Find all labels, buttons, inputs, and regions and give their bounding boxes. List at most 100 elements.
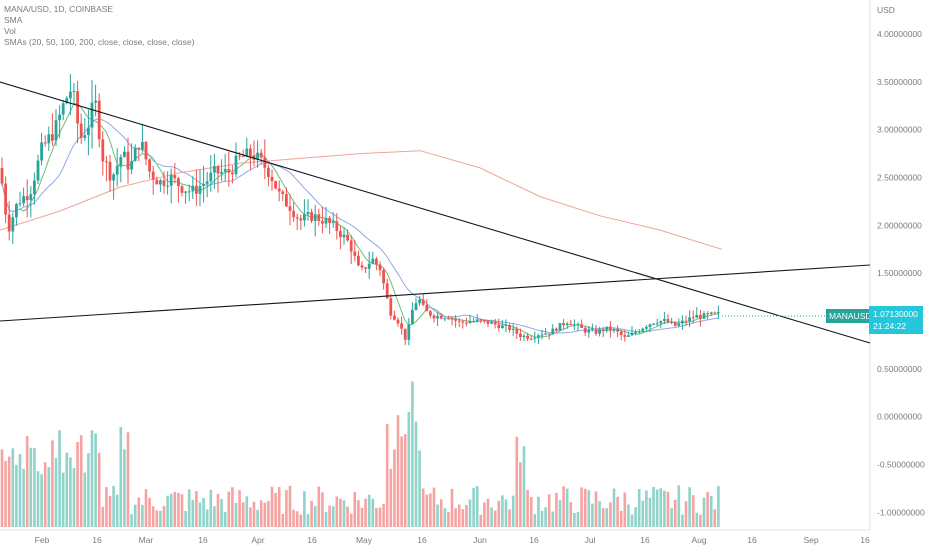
volume-bar <box>317 486 321 527</box>
candle-body <box>209 172 213 182</box>
volume-bar <box>108 495 112 527</box>
volume-bar <box>681 514 684 527</box>
candle-body <box>191 185 195 192</box>
volume-bar <box>259 500 263 527</box>
volume-bar <box>166 495 169 527</box>
candle-body <box>223 169 227 172</box>
sma-200-line <box>0 150 723 250</box>
candle-body <box>234 155 238 175</box>
volume-bar <box>51 440 54 527</box>
volume-bar <box>677 485 681 527</box>
candle-body <box>205 181 209 184</box>
volume-bar <box>180 494 184 527</box>
candle-body <box>551 328 555 335</box>
time-tick-label: Mar <box>139 535 154 545</box>
currency-unit: USD <box>877 5 895 15</box>
chart-legend: MANA/USD, 1D, COINBASE SMA Vol SMAs (20,… <box>4 4 194 48</box>
symbol-title[interactable]: MANA/USD, 1D, COINBASE <box>4 4 114 14</box>
volume-bar <box>389 468 393 527</box>
volume-bar <box>137 497 141 527</box>
volume-bar <box>616 496 619 527</box>
candle-body <box>360 265 364 268</box>
candle-body <box>540 334 544 336</box>
volume-bar <box>555 492 558 527</box>
volume-bar <box>457 504 461 527</box>
volume-bar <box>69 457 72 527</box>
candle-body <box>18 203 22 205</box>
volume-bar <box>706 491 709 527</box>
candle-body <box>144 141 148 160</box>
candle-body <box>324 217 328 224</box>
volume-bar <box>119 427 123 527</box>
volume-bar <box>511 495 515 527</box>
candle-body <box>407 324 411 340</box>
volume-bar <box>4 460 7 527</box>
volume-bar <box>299 514 303 527</box>
volume-bar <box>97 452 101 527</box>
volume-bar <box>591 503 594 527</box>
candle-body <box>274 181 277 189</box>
time-tick-label: 16 <box>529 535 539 545</box>
volume-bar <box>537 496 540 527</box>
volume-bar <box>695 512 699 527</box>
volume-bar <box>666 491 670 527</box>
volume-bar <box>655 489 659 527</box>
candle-body <box>90 102 94 128</box>
volume-bar <box>670 508 673 527</box>
volume-bar <box>61 472 65 527</box>
price-tick-label: -1.00000000 <box>877 507 925 517</box>
candle-body <box>627 335 630 337</box>
volume-bar <box>256 509 259 527</box>
volume-bar <box>335 496 339 527</box>
candle-body <box>173 175 177 179</box>
volume-bar <box>54 458 58 527</box>
candle-body <box>436 316 439 319</box>
candle-body <box>663 319 666 321</box>
candle-body <box>72 91 76 93</box>
volume-bar <box>497 500 501 527</box>
time-tick-label: 16 <box>307 535 317 545</box>
price-tick-label: 4.00000000 <box>877 29 922 39</box>
volume-bar <box>573 512 576 527</box>
volume-bar <box>526 490 529 527</box>
volume-bar <box>400 436 403 527</box>
volume-bar <box>310 500 313 527</box>
candle-body <box>4 183 7 215</box>
candle-body <box>123 151 126 157</box>
indicator-vol[interactable]: Vol <box>4 26 16 36</box>
volume-bar <box>184 510 187 527</box>
candle-body <box>11 217 15 232</box>
indicator-smas[interactable]: SMAs (20, 50, 100, 200, close, close, cl… <box>4 37 195 47</box>
time-tick-label: May <box>356 535 373 545</box>
candle-body <box>382 270 385 284</box>
volume-bar <box>177 492 180 527</box>
time-tick-label: Aug <box>691 535 706 545</box>
sma-20-line <box>1 102 719 338</box>
price-tick-label: 3.00000000 <box>877 125 922 135</box>
price-tick-label: 2.50000000 <box>877 173 922 183</box>
candle-body <box>285 194 288 207</box>
candle-body <box>537 335 540 338</box>
volume-bar <box>328 505 331 527</box>
volume-bar <box>623 492 627 527</box>
volume-bar <box>220 498 223 527</box>
candle-body <box>162 180 166 186</box>
volume-bar <box>558 500 562 527</box>
volume-bar <box>43 462 47 527</box>
volume-bar <box>267 500 270 527</box>
candle-body <box>288 206 292 211</box>
candle-body <box>364 267 367 269</box>
volume-bar <box>551 511 555 527</box>
volume-bar <box>76 441 79 527</box>
candle-body <box>277 188 281 192</box>
volume-bar <box>101 506 105 527</box>
volume-bar <box>209 489 213 527</box>
indicator-sma[interactable]: SMA <box>4 15 23 25</box>
candle-body <box>547 333 551 335</box>
volume-bar <box>252 501 256 527</box>
candle-body <box>713 312 717 314</box>
volume-bar <box>576 511 580 527</box>
volume-bar <box>11 448 15 527</box>
